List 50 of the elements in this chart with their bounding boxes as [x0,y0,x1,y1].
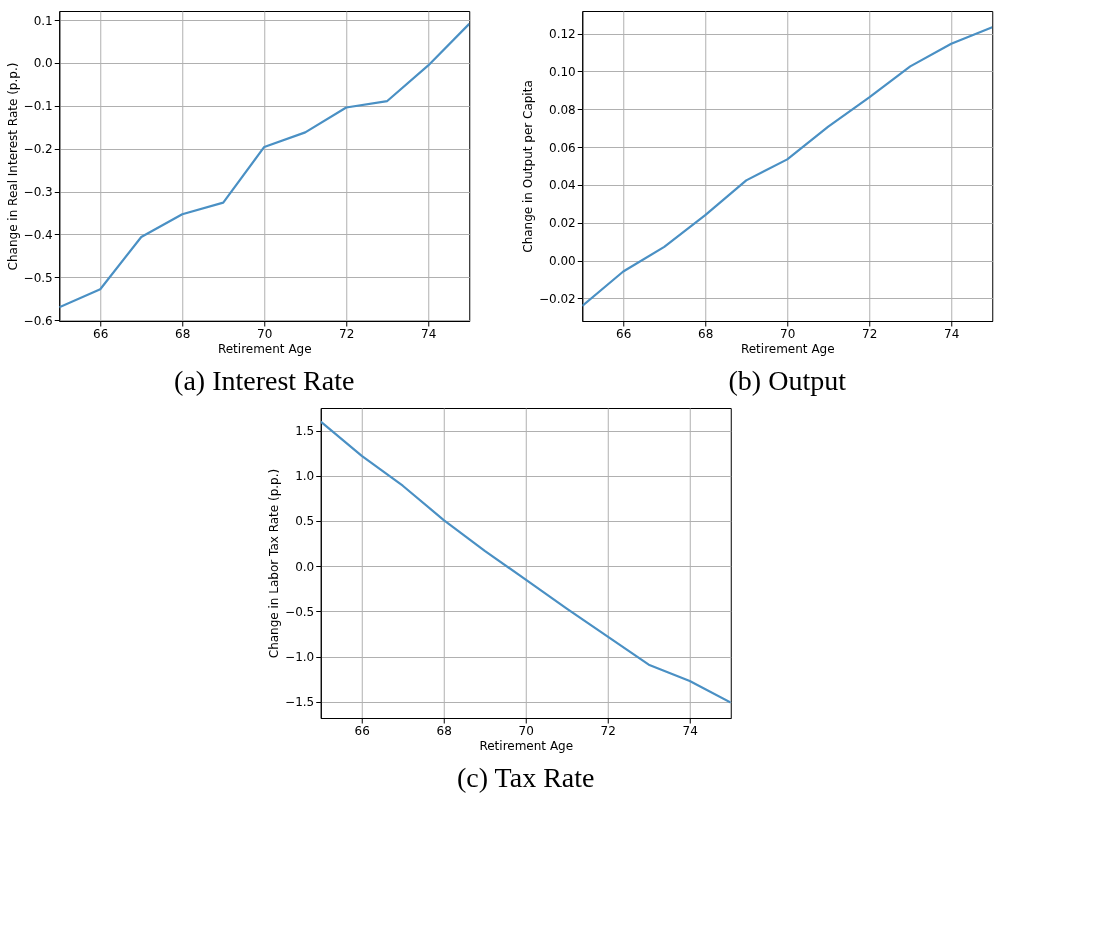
x-tick-label: 74 [944,326,960,341]
text: (b) Output [728,365,847,396]
y-tick-label: 0.0 [295,559,315,574]
y-tick-label: −0.5 [23,270,53,285]
x-tick-label: 66 [93,326,109,341]
y-tick-label: 1.0 [295,469,315,484]
x-tick-label: 68 [698,326,714,341]
x-tick-label: 72 [862,326,878,341]
text: (a) Interest Rate [174,365,355,396]
y-tick-label: −0.4 [23,227,53,242]
line-series [582,26,993,307]
x-tick-label: 70 [257,326,273,341]
x-tick-label: 66 [354,723,370,738]
y-tick-label: −1.0 [285,650,315,665]
x-axis-title: Retirement Age [740,341,835,356]
x-tick-label: 72 [600,723,616,738]
y-axis-title: Change in Labor Tax Rate (p.p.) [267,468,282,659]
y-tick-label: −1.5 [285,695,315,710]
y-tick-label: −0.3 [23,185,53,200]
x-tick-label: 66 [616,326,632,341]
y-tick-label: 0.12 [549,27,576,42]
y-tick-label: 0.1 [33,13,53,28]
x-tick-label: 74 [421,326,437,341]
y-tick-label: 0.06 [549,140,576,155]
y-tick-label: 0.08 [549,102,576,117]
y-tick-label: 0.02 [549,216,576,231]
x-tick-label: 70 [780,326,796,341]
y-tick-label: 0.0 [33,56,53,71]
x-tick-label: 74 [682,723,698,738]
line-series [59,22,470,309]
y-tick-label: −0.02 [538,291,576,306]
x-tick-label: 68 [175,326,191,341]
y-tick-label: 0.04 [549,178,576,193]
y-tick-label: −0.5 [285,604,315,619]
x-tick-label: 68 [436,723,452,738]
y-tick-label: 1.5 [295,424,315,439]
y-tick-label: 0.00 [549,254,576,269]
y-tick-label: 0.5 [295,514,315,529]
x-tick-label: 70 [518,723,534,738]
text: (c) Tax Rate [457,762,595,793]
line-series [320,420,731,704]
y-tick-label: −0.2 [23,142,53,157]
x-axis-title: Retirement Age [217,341,312,356]
y-axis-title: Change in Output per Capita [520,80,535,253]
y-tick-label: −0.1 [23,99,53,114]
y-tick-label: 0.10 [549,64,576,79]
x-axis-title: Retirement Age [479,738,574,753]
x-tick-label: 72 [339,326,355,341]
y-tick-label: −0.6 [23,313,53,328]
y-axis-title: Change in Real Interest Rate (p.p.) [5,62,20,271]
